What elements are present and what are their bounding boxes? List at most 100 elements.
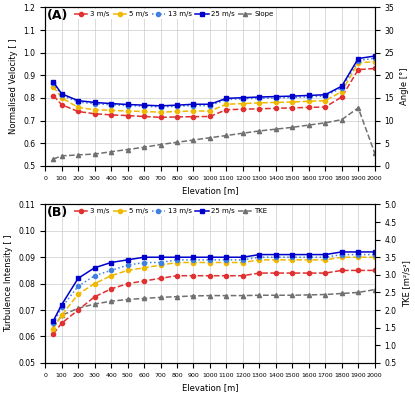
25 m/s [273, 94, 278, 99]
3 m/s [142, 279, 146, 284]
5 m/s [273, 100, 278, 105]
3 m/s [174, 273, 179, 278]
13 m/s [290, 255, 295, 260]
5 m/s [356, 61, 361, 65]
Slope [240, 131, 245, 135]
Legend: 3 m/s, 5 m/s, 13 m/s, 25 m/s, Slope: 3 m/s, 5 m/s, 13 m/s, 25 m/s, Slope [72, 9, 276, 19]
13 m/s [323, 255, 328, 260]
5 m/s [51, 326, 56, 331]
25 m/s [224, 96, 229, 101]
13 m/s [240, 257, 245, 262]
5 m/s [339, 89, 344, 94]
3 m/s [109, 112, 114, 117]
25 m/s [158, 255, 163, 260]
Slope [76, 152, 81, 157]
13 m/s [125, 103, 130, 108]
5 m/s [142, 109, 146, 114]
25 m/s [306, 93, 311, 98]
25 m/s [290, 94, 295, 99]
Slope [290, 125, 295, 130]
13 m/s [356, 252, 361, 257]
25 m/s [191, 102, 196, 107]
25 m/s [109, 101, 114, 106]
5 m/s [372, 59, 377, 64]
Text: (A): (A) [47, 9, 68, 22]
Slope [356, 105, 361, 110]
13 m/s [208, 257, 212, 262]
3 m/s [109, 287, 114, 291]
3 m/s [356, 67, 361, 72]
13 m/s [339, 252, 344, 257]
TKE [158, 295, 163, 300]
5 m/s [76, 105, 81, 110]
3 m/s [372, 66, 377, 71]
25 m/s [125, 102, 130, 107]
3 m/s [356, 268, 361, 273]
25 m/s [323, 92, 328, 97]
3 m/s [306, 271, 311, 276]
13 m/s [257, 96, 262, 101]
25 m/s [224, 255, 229, 260]
5 m/s [339, 255, 344, 260]
25 m/s [125, 257, 130, 262]
TKE [290, 293, 295, 298]
13 m/s [174, 257, 179, 262]
Y-axis label: TKE [m²/s²]: TKE [m²/s²] [402, 260, 411, 307]
13 m/s [109, 102, 114, 107]
13 m/s [92, 273, 97, 278]
5 m/s [290, 257, 295, 262]
Legend: 3 m/s, 5 m/s, 13 m/s, 25 m/s, TKE: 3 m/s, 5 m/s, 13 m/s, 25 m/s, TKE [72, 206, 269, 217]
13 m/s [76, 284, 81, 289]
13 m/s [59, 93, 64, 97]
5 m/s [125, 268, 130, 273]
TKE [92, 302, 97, 307]
13 m/s [372, 252, 377, 257]
5 m/s [208, 109, 212, 113]
Slope [323, 120, 328, 125]
TKE [59, 313, 64, 318]
TKE [323, 292, 328, 297]
TKE [51, 325, 56, 330]
25 m/s [142, 103, 146, 108]
3 m/s [59, 102, 64, 107]
5 m/s [174, 109, 179, 114]
Slope [372, 151, 377, 156]
3 m/s [208, 114, 212, 119]
13 m/s [339, 86, 344, 90]
5 m/s [257, 101, 262, 105]
13 m/s [109, 268, 114, 273]
5 m/s [224, 102, 229, 107]
5 m/s [51, 84, 56, 89]
3 m/s [224, 107, 229, 112]
25 m/s [92, 265, 97, 270]
25 m/s [372, 249, 377, 254]
25 m/s [356, 56, 361, 61]
13 m/s [158, 105, 163, 109]
25 m/s [174, 255, 179, 260]
5 m/s [306, 257, 311, 262]
TKE [208, 293, 212, 298]
3 m/s [76, 308, 81, 312]
25 m/s [191, 255, 196, 260]
Slope [109, 149, 114, 154]
Slope [59, 154, 64, 158]
5 m/s [109, 273, 114, 278]
Line: 5 m/s: 5 m/s [51, 60, 377, 114]
25 m/s [273, 252, 278, 257]
25 m/s [240, 95, 245, 100]
Line: Slope: Slope [51, 106, 377, 161]
13 m/s [224, 97, 229, 102]
3 m/s [290, 271, 295, 276]
TKE [339, 291, 344, 296]
X-axis label: Elevation [m]: Elevation [m] [182, 186, 238, 195]
TKE [76, 306, 81, 310]
TKE [372, 287, 377, 292]
3 m/s [142, 114, 146, 119]
5 m/s [158, 263, 163, 268]
25 m/s [306, 252, 311, 257]
5 m/s [323, 98, 328, 103]
3 m/s [174, 114, 179, 119]
Y-axis label: Normalised Velocity [ ]: Normalised Velocity [ ] [9, 39, 18, 134]
25 m/s [290, 252, 295, 257]
TKE [191, 293, 196, 298]
